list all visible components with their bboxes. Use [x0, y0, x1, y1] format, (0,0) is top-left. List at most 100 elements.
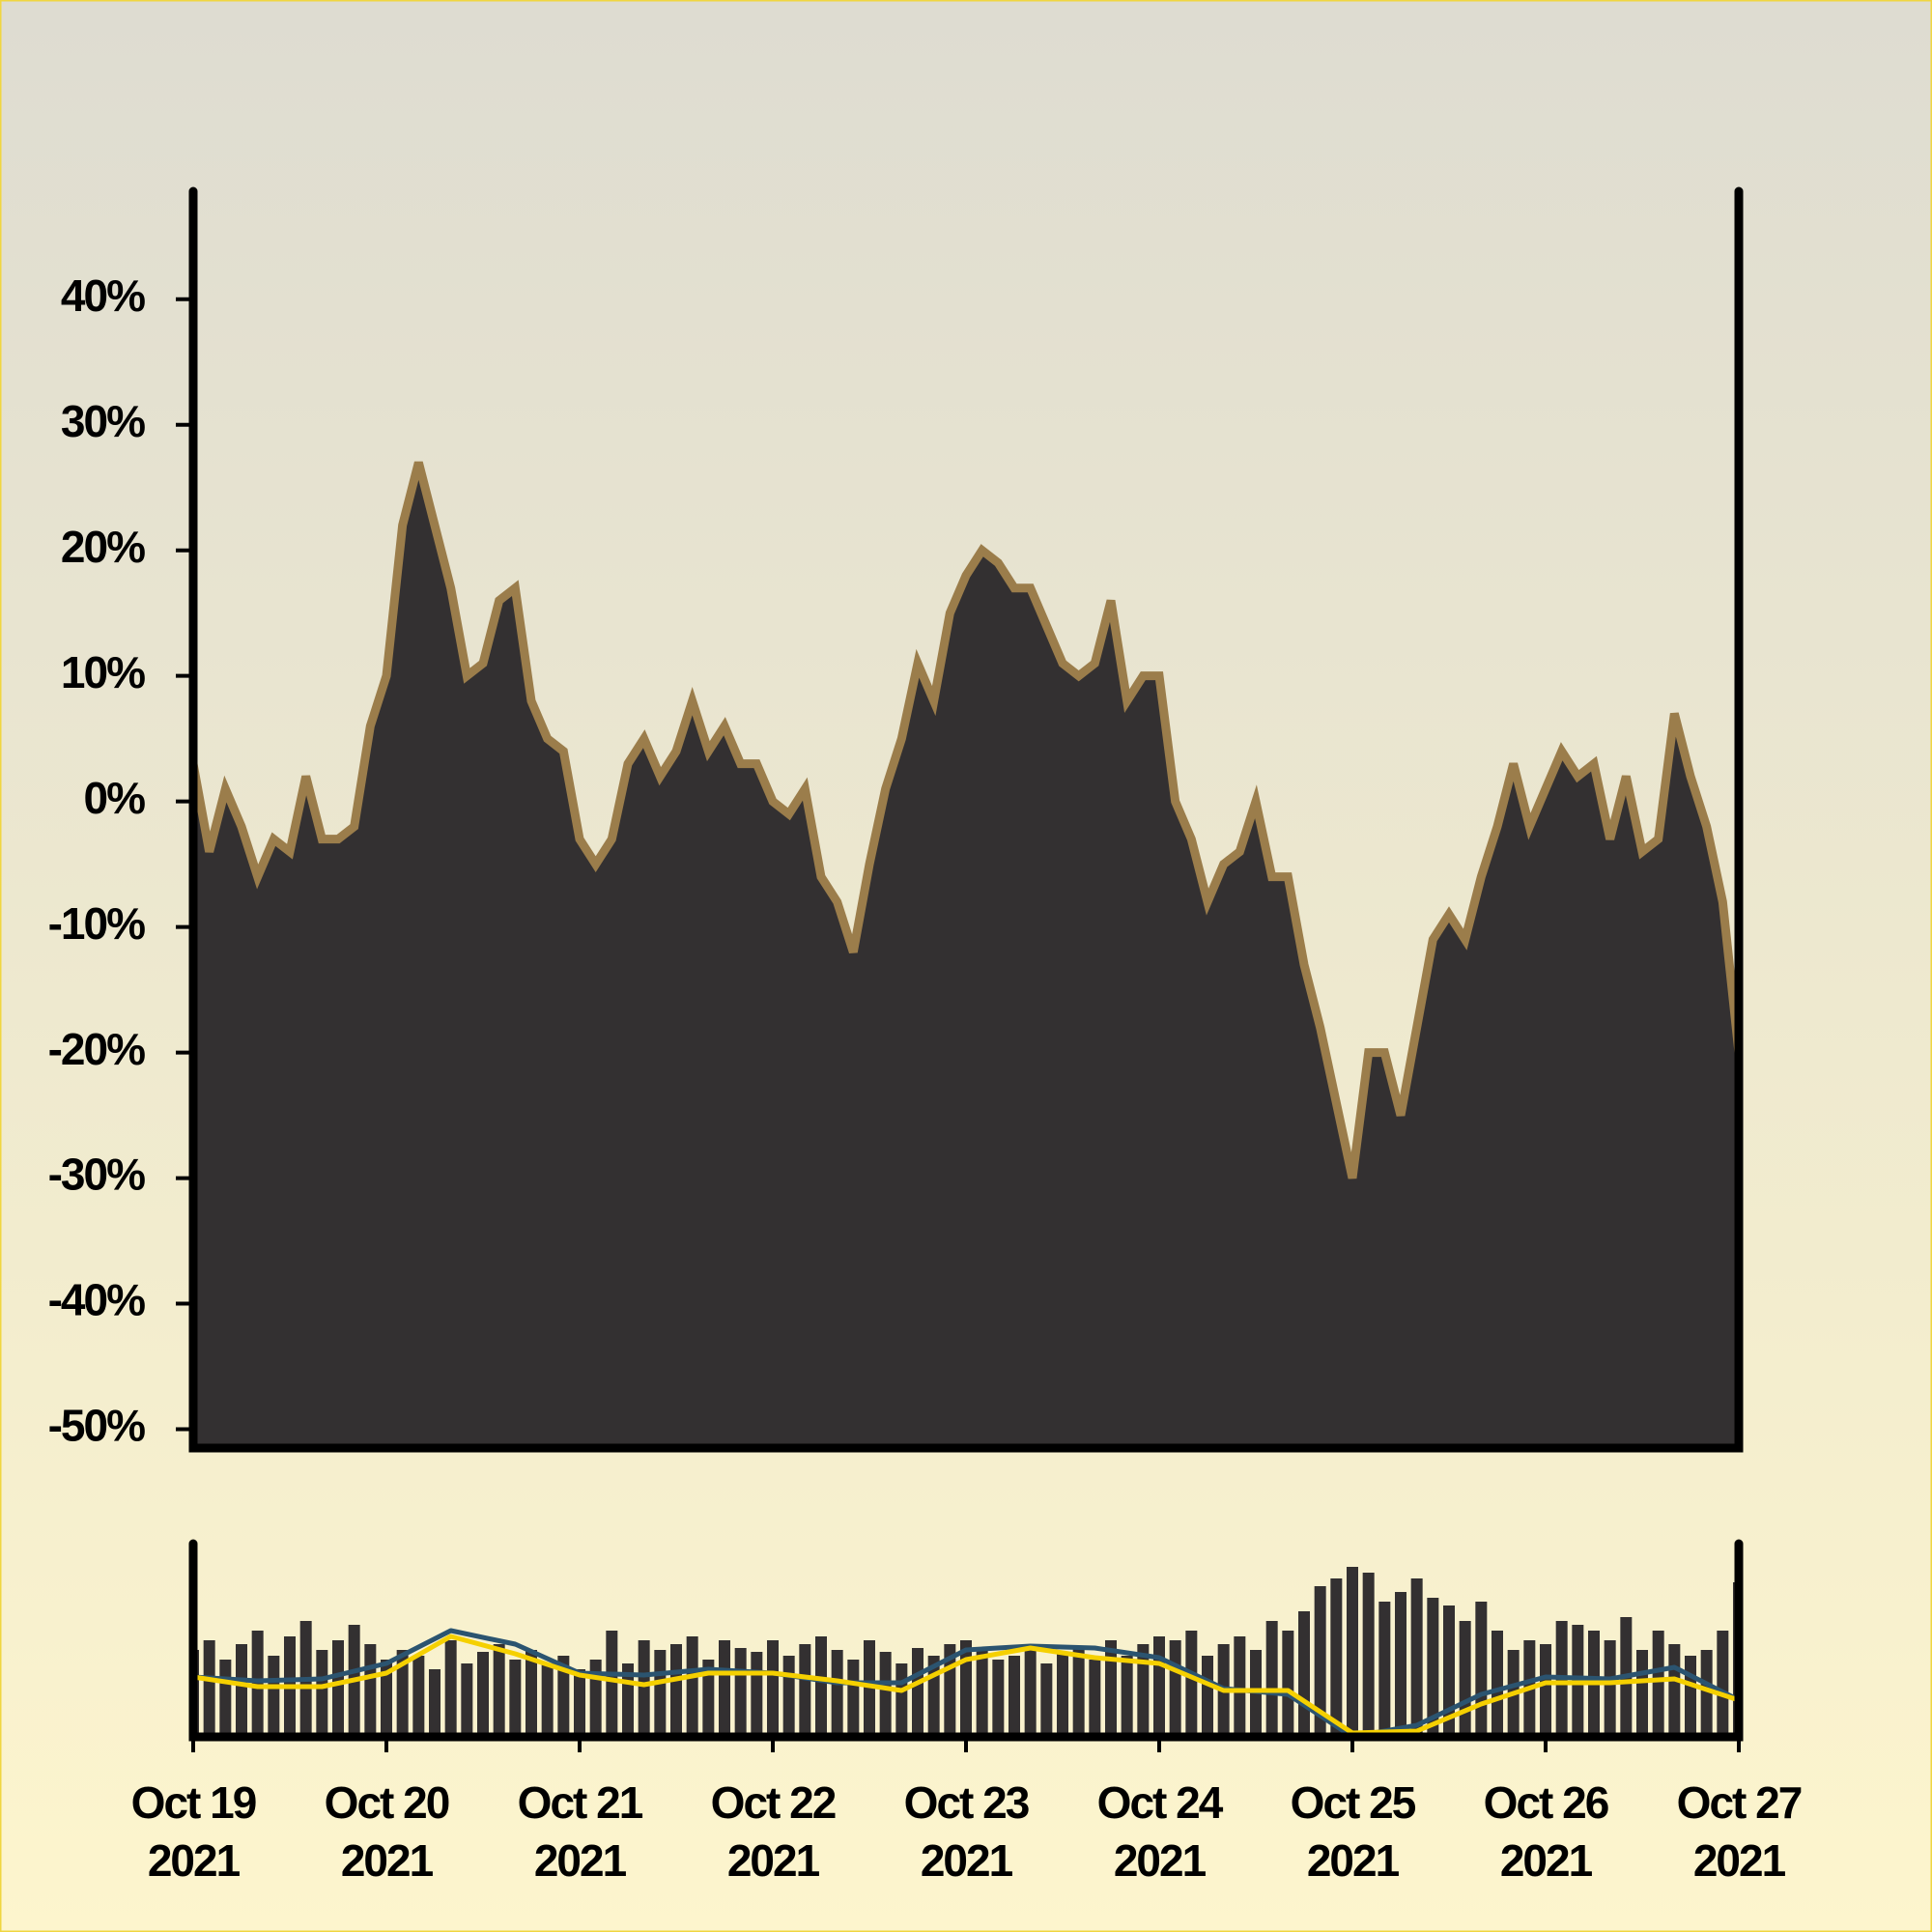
main-plot [193, 461, 1739, 1448]
bar [1202, 1656, 1213, 1737]
bar [1459, 1621, 1471, 1737]
bar [1668, 1644, 1681, 1737]
bar [815, 1636, 827, 1737]
bar [236, 1644, 247, 1737]
bar [1410, 1578, 1423, 1737]
x-tick-label: Oct 26 2021 [1484, 1777, 1608, 1886]
bar [1009, 1656, 1020, 1737]
axis-frame [188, 186, 1744, 1453]
bar [831, 1650, 843, 1737]
bar [1057, 1652, 1068, 1737]
y-tick-label: -10% [48, 898, 145, 949]
bar [1072, 1648, 1085, 1737]
bar [1330, 1578, 1343, 1737]
bar [976, 1650, 988, 1737]
average-line [192, 1628, 1741, 1737]
y-tick-label: -40% [48, 1275, 145, 1325]
bar [1121, 1656, 1133, 1737]
bar [268, 1656, 280, 1737]
bar [1089, 1660, 1101, 1737]
y-tick-label: 20% [61, 522, 145, 572]
bar [1314, 1586, 1326, 1737]
bar [1395, 1592, 1406, 1737]
axis-frame [188, 1539, 1744, 1742]
x-tick-label: Oct 23 2021 [904, 1777, 1029, 1886]
bar [992, 1660, 1005, 1737]
bar [912, 1648, 923, 1737]
average-line [192, 1634, 1740, 1736]
y-tick-label: -30% [48, 1150, 145, 1200]
bar [670, 1644, 682, 1737]
bar [719, 1640, 730, 1737]
bar [1636, 1650, 1648, 1737]
bar [1540, 1644, 1551, 1737]
bar [1040, 1663, 1053, 1737]
x-tick-label: Oct 21 2021 [518, 1777, 643, 1886]
x-tick-label: Oct 25 2021 [1291, 1777, 1416, 1886]
bar [526, 1650, 537, 1737]
bar [734, 1648, 747, 1737]
bar [1492, 1631, 1503, 1737]
volume-plot [189, 1567, 1743, 1737]
bar [1105, 1640, 1117, 1737]
bar [638, 1640, 650, 1737]
bar [1362, 1573, 1375, 1737]
bar [879, 1652, 892, 1737]
bar [1700, 1650, 1713, 1737]
bar [251, 1631, 264, 1737]
bar [606, 1631, 618, 1737]
x-tick-label: Oct 19 2021 [131, 1777, 256, 1886]
bar [767, 1640, 779, 1737]
bar [429, 1669, 440, 1737]
y-tick-label: 30% [61, 396, 145, 446]
bar [1685, 1656, 1696, 1737]
bar [364, 1644, 377, 1737]
bar [686, 1636, 698, 1737]
bar [1604, 1640, 1616, 1737]
bar [1427, 1598, 1439, 1737]
bar [461, 1663, 473, 1737]
bar [1265, 1621, 1278, 1737]
bar [1347, 1567, 1358, 1737]
bar [782, 1656, 795, 1737]
bar [557, 1656, 570, 1737]
bar [1169, 1640, 1181, 1737]
y-tick-label: 0% [84, 773, 146, 823]
bar [541, 1663, 554, 1737]
bar [1234, 1636, 1246, 1737]
bar [1282, 1631, 1294, 1737]
bar [864, 1640, 875, 1737]
bar [1717, 1631, 1729, 1737]
bar [1185, 1631, 1198, 1737]
y-tick-label: 10% [61, 647, 145, 697]
bar [1378, 1602, 1391, 1737]
bar [1153, 1636, 1165, 1737]
bar [477, 1652, 489, 1737]
x-tick-label: Oct 20 2021 [325, 1777, 449, 1886]
bar [1137, 1644, 1150, 1737]
y-tick-label: 40% [61, 270, 145, 321]
bar [1024, 1644, 1037, 1737]
bar [444, 1640, 457, 1737]
x-tick-label: Oct 27 2021 [1677, 1777, 1802, 1886]
bar [654, 1650, 667, 1737]
bar [493, 1644, 505, 1737]
bar [895, 1663, 908, 1737]
bar [219, 1660, 232, 1737]
x-tick-label: Oct 22 2021 [711, 1777, 836, 1886]
area-edge [193, 461, 1739, 1179]
bar [316, 1650, 328, 1737]
y-tick-label: -50% [48, 1401, 145, 1451]
bar [203, 1640, 215, 1737]
bar [751, 1652, 763, 1737]
bar [1652, 1631, 1664, 1737]
bar [799, 1644, 811, 1737]
bar [396, 1650, 409, 1737]
area [193, 462, 1739, 1448]
bar [960, 1640, 972, 1737]
bar [509, 1660, 522, 1737]
bar [1298, 1611, 1310, 1737]
bar [702, 1660, 715, 1737]
y-tick-label: -20% [48, 1024, 145, 1074]
